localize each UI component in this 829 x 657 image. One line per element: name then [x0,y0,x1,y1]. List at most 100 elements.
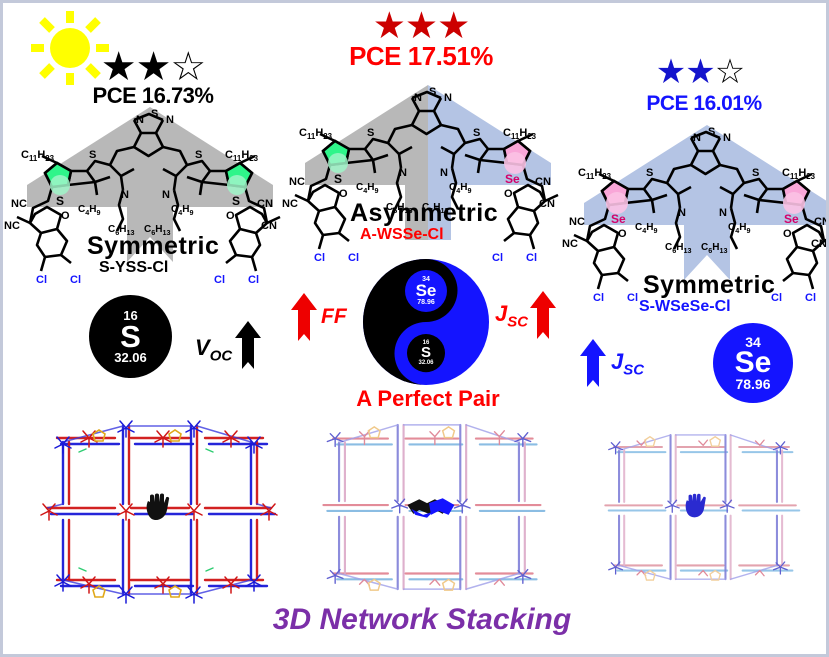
right-label-cl-3: Cl [771,292,782,304]
left-wing-shape [27,107,273,262]
center-label-c11-right: C11H23 [503,127,537,142]
right-label-n-pyrrole-r: N [719,207,727,219]
center-pce-label: PCE 17.51% [349,41,493,71]
center-network-stacking [322,423,546,591]
left-label-s-fused-r: S [195,149,203,161]
left-label-n-pyrrole-l: N [121,189,129,201]
left-label-cl-1: Cl [36,274,47,286]
open-hand-icon [146,493,170,520]
star-filled: ★ [437,5,470,46]
yy-s-symbol: S [420,343,431,361]
right-label-nc-lower: NC [562,238,578,250]
right-label-c4-left: C4H9 [635,222,658,235]
center-ff-name: FF [321,305,347,328]
left-metric-name: V [195,335,210,360]
left-label-cl-4: Cl [248,274,259,286]
center-molecule-structure [294,90,559,250]
yy-se-symbol: Se [415,280,437,300]
right-jsc-name: J [611,349,624,374]
center-label-cl-1: Cl [314,252,325,264]
left-label-c4-left: C4H9 [78,204,101,217]
right-label-cl-1: Cl [593,292,604,304]
right-label-c4-right: C4H9 [728,222,751,235]
center-label-s-top: S [429,86,437,98]
left-label-heteroatom-right: S [232,194,241,208]
star-filled: ★ [100,45,137,89]
right-label-heteroatom-right: Se [784,212,799,226]
star-empty: ☆ [170,45,206,89]
left-label-n1: N [136,114,144,126]
center-ff-arrow-up [291,293,317,341]
right-network-stacking [604,433,801,581]
right-label-cn-upper: CN [814,216,829,228]
right-label-cl-4: Cl [805,292,816,304]
left-element-symbol: S [120,318,141,354]
center-label-o-left: O [339,188,348,200]
center-jsc-name: J [495,301,508,326]
right-code-name: S-WSeSe-Cl [639,298,731,315]
right-label-n1: N [693,132,701,144]
right-element-bubble-selenium: 34 Se 78.96 [713,323,793,403]
right-wing-shape [584,125,826,280]
right-element-symbol: Se [734,345,772,379]
center-label-cn-upper: CN [535,176,551,188]
left-label-c11-right: C11H23 [225,149,259,164]
right-label-o-left: O [618,228,627,240]
yy-s-number: 16 [422,339,430,346]
center-label-cn-lower: CN [539,198,555,210]
center-label-n2: N [444,92,452,104]
star-empty: ☆ [714,53,746,91]
right-label-cn-lower: CN [811,238,827,250]
yinyang-element-selenium: 34 Se 78.96 [405,270,447,312]
yy-se-number: 34 [422,275,430,283]
center-label-n1: N [414,92,422,104]
left-label-o-right: O [226,210,235,222]
center-code-name: A-WSSe-Cl [360,226,444,243]
right-label-heteroatom-left: Se [611,212,626,226]
right-molecule-structure [573,130,826,290]
left-metric-label: VOC [195,337,232,364]
center-label-n-pyrrole-r: N [440,167,448,179]
center-ff-label: FF [321,306,347,327]
right-label-s-fused-r: S [752,167,760,179]
right-label-s-top: S [708,126,716,138]
left-element-bubble-sulfur: 16 S 32.06 [89,295,172,378]
left-label-nc-lower: NC [4,220,20,232]
right-label-c11-left: C11H23 [578,167,612,182]
left-star-rating: ★★☆ [88,47,218,87]
left-label-cl-3: Cl [214,274,225,286]
right-label-nc-upper: NC [569,216,585,228]
center-label-c11-left: C11H23 [299,127,333,142]
center-label-s-fused-l: S [367,127,375,139]
star-filled: ★ [135,45,172,89]
left-label-cn-upper: CN [257,198,273,210]
center-label-o-right: O [504,188,513,200]
center-wing-shape [305,85,551,240]
left-label-c4-right: C4H9 [171,204,194,217]
right-jsc-label: JSC [611,351,644,378]
center-label-s-fused-r: S [473,127,481,139]
right-label-s-fused-l: S [646,167,654,179]
center-label-c4-right: C4H9 [449,182,472,195]
center-jsc-label: JSC [495,303,528,330]
right-label-cl-2: Cl [627,292,638,304]
left-pce-label: PCE 16.73% [92,83,214,108]
right-label-c6-right: C6H13 [701,242,728,255]
left-label-c11-left: C11H23 [21,149,55,164]
left-metric-sub: OC [209,347,233,365]
raised-hand-icon [685,493,706,518]
right-element-number: 34 [745,333,761,350]
left-label-n2: N [166,114,174,126]
left-label-n-pyrrole-r: N [162,189,170,201]
left-label-cn-lower: CN [261,220,277,232]
right-jsc-sub: SC [623,361,645,379]
left-label-c6-right: C6H13 [144,224,171,237]
center-jsc-sub: SC [507,313,529,331]
center-label-c6-right: C6H13 [422,202,449,215]
left-molecule-structure [16,112,281,272]
left-label-o-left: O [61,210,70,222]
center-label-c4-left: C4H9 [356,182,379,195]
left-code-name: S-YSS-Cl [99,259,169,276]
perfect-pair-label: A Perfect Pair [356,386,500,411]
